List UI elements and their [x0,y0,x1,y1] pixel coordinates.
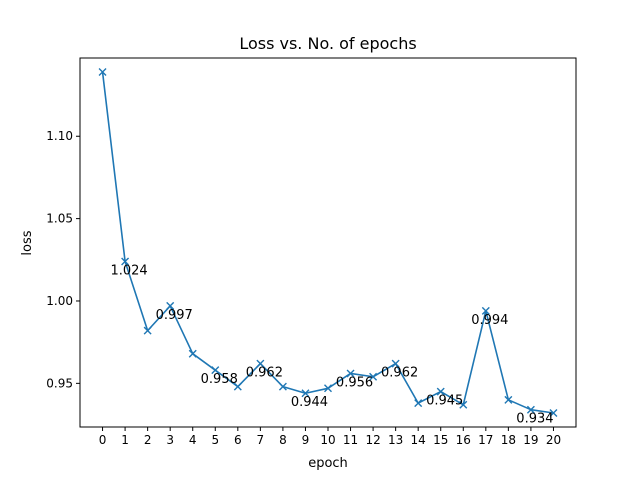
data-point-marker [436,387,445,396]
data-point-marker [121,257,130,266]
data-label: 0.944 [291,395,328,410]
data-point-marker [346,369,355,378]
data-label: 0.956 [336,375,373,390]
x-tick-label: 14 [411,433,426,447]
data-point-marker [256,359,265,368]
data-label: 0.958 [201,372,238,387]
x-tick-label: 15 [433,433,448,447]
data-label: 0.962 [246,366,283,381]
x-tick-label: 9 [302,433,310,447]
data-point-marker [414,399,423,408]
data-point-marker [549,409,558,417]
y-axis-label: loss [20,230,35,255]
data-point-marker [481,306,490,315]
x-axis-label: epoch [308,456,348,471]
value-annotations: 1.024 0.997 0.958 0.962 0.944 0.956 0.962 0.945… [110,263,553,426]
x-axis-ticks: 0 1 2 3 4 5 6 7 8 9 10 11 12 13 14 15 16 17 18 19 20 [99,427,561,447]
data-point-marker [98,68,107,76]
x-tick-label: 2 [144,433,152,447]
x-tick-label: 1 [121,433,129,447]
x-tick-label: 8 [279,433,287,447]
data-point-marker [504,395,513,404]
plot-frame [79,57,577,428]
data-point-marker [391,359,400,368]
x-tick-label: 13 [388,433,403,447]
plot-area [80,58,576,427]
data-label: 0.997 [156,308,193,323]
data-point-marker [166,301,175,310]
data-point-marker [188,349,197,358]
x-tick-label: 18 [501,433,516,447]
x-tick-label: 11 [343,433,358,447]
y-tick-label: 0.95 [46,376,73,390]
loss-markers [98,68,558,417]
x-tick-label: 7 [257,433,265,447]
data-label: 0.994 [471,313,508,328]
y-tick-label: 1.05 [46,212,73,226]
chart-title: Loss vs. No. of epochs [239,34,416,53]
data-point-marker [324,384,332,393]
data-point-marker [211,366,220,375]
data-point-marker [459,400,468,409]
data-point-marker [278,382,287,391]
y-tick-label: 1.10 [46,129,73,143]
y-axis-ticks: 0.95 1.00 1.05 1.10 [46,129,80,390]
data-label: 0.945 [426,394,463,409]
data-label: 0.934 [516,412,553,427]
x-tick-label: 12 [365,433,380,447]
x-tick-label: 20 [546,433,561,447]
x-tick-label: 17 [478,433,493,447]
x-tick-label: 5 [211,433,219,447]
data-point-marker [233,382,242,391]
x-tick-label: 3 [166,433,174,447]
x-tick-label: 4 [189,433,197,447]
data-point-marker [301,389,310,398]
data-label: 0.962 [381,366,418,381]
x-tick-label: 0 [99,433,107,447]
data-point-marker [143,326,152,335]
y-tick-label: 1.00 [46,294,73,308]
data-point-marker [526,405,535,414]
x-tick-label: 16 [456,433,471,447]
data-point-marker [369,372,378,381]
data-label: 1.024 [110,263,147,278]
x-tick-label: 19 [523,433,538,447]
x-tick-label: 6 [234,433,242,447]
x-tick-label: 10 [320,433,335,447]
